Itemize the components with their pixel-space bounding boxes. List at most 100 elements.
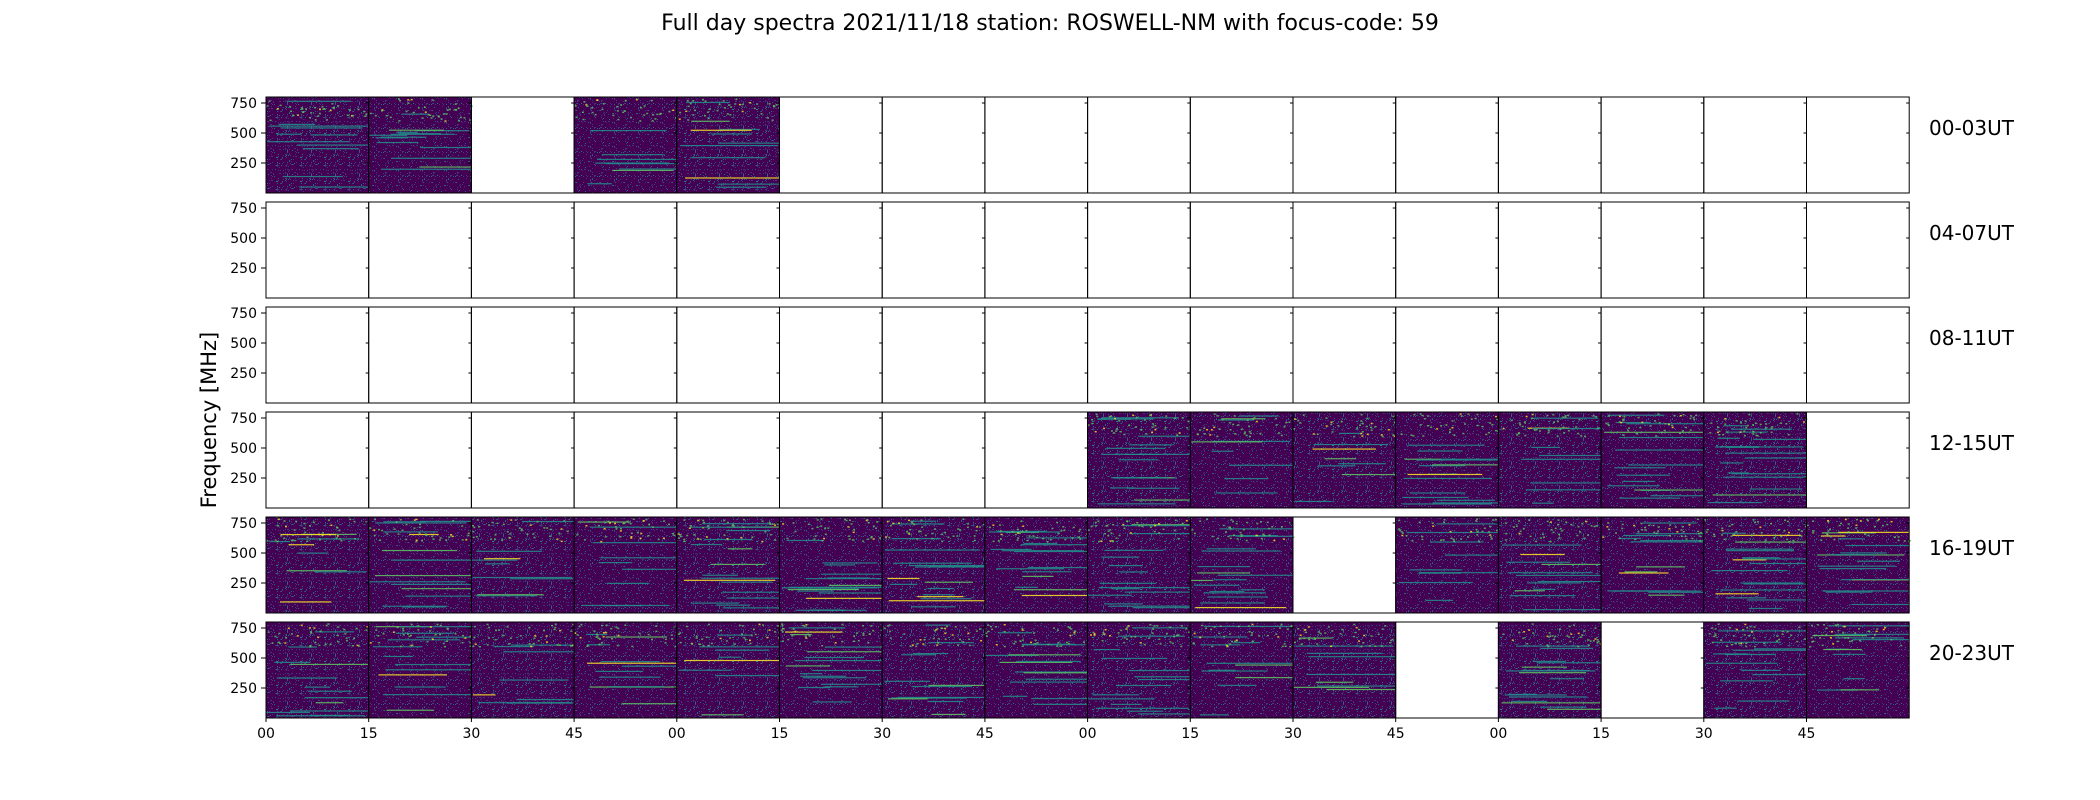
speckle bbox=[1370, 429, 1373, 431]
rfi-line bbox=[1111, 588, 1140, 590]
speckle bbox=[979, 628, 982, 630]
panel-20-23UT-15 bbox=[1806, 621, 1910, 719]
rfi-line bbox=[1238, 415, 1279, 417]
rfi-line bbox=[269, 540, 290, 543]
speckle bbox=[1752, 430, 1755, 433]
speckle bbox=[1193, 532, 1196, 535]
y-tick-label: 750 bbox=[230, 621, 257, 637]
speckle bbox=[738, 624, 741, 627]
speckle bbox=[486, 644, 489, 646]
speckle bbox=[300, 107, 303, 109]
speckle bbox=[1232, 534, 1235, 536]
speckle bbox=[1607, 528, 1610, 531]
speckle bbox=[346, 114, 349, 116]
rfi-line bbox=[1845, 544, 1910, 547]
speckle bbox=[1175, 634, 1178, 637]
rfi-line bbox=[1538, 454, 1602, 457]
speckle bbox=[1284, 645, 1287, 647]
speckle bbox=[528, 643, 531, 645]
speckle bbox=[285, 637, 288, 639]
rfi-line bbox=[1838, 531, 1910, 533]
speckle bbox=[420, 539, 423, 542]
rfi-line bbox=[794, 660, 883, 662]
rfi-line bbox=[603, 604, 642, 607]
speckle bbox=[335, 526, 338, 529]
rfi-line bbox=[267, 141, 349, 143]
speckle bbox=[692, 100, 695, 102]
speckle bbox=[866, 518, 869, 521]
speckle bbox=[1516, 434, 1519, 436]
speckle bbox=[506, 626, 509, 628]
rfi-line bbox=[598, 561, 633, 564]
speckle bbox=[1282, 538, 1285, 540]
speckle bbox=[1234, 640, 1237, 643]
speckle bbox=[1000, 533, 1003, 536]
speckle bbox=[1299, 422, 1302, 424]
speckle bbox=[598, 638, 601, 640]
speckle bbox=[1358, 640, 1361, 642]
rfi-line bbox=[893, 562, 973, 564]
speckle bbox=[987, 624, 990, 626]
speckle bbox=[472, 530, 475, 533]
speckle bbox=[975, 529, 978, 532]
speckle bbox=[958, 638, 961, 641]
speckle bbox=[935, 629, 938, 631]
speckle bbox=[1122, 523, 1125, 526]
speckle bbox=[1518, 532, 1521, 535]
speckle bbox=[608, 522, 611, 524]
speckle bbox=[410, 623, 413, 626]
panel-12-15UT-8 bbox=[1087, 411, 1192, 509]
speckle bbox=[1714, 634, 1717, 637]
speckle bbox=[1721, 529, 1724, 532]
speckle bbox=[1593, 525, 1596, 528]
speckle bbox=[1025, 529, 1028, 532]
speckle bbox=[402, 629, 405, 632]
speckle bbox=[1528, 629, 1531, 631]
speckle bbox=[442, 113, 445, 115]
speckle bbox=[1557, 519, 1560, 521]
speckle bbox=[529, 524, 532, 526]
speckle bbox=[918, 530, 921, 532]
speckle bbox=[1327, 626, 1330, 628]
rfi-line bbox=[701, 714, 744, 716]
rfi-line bbox=[1819, 568, 1887, 570]
speckle bbox=[337, 626, 340, 628]
speckle bbox=[1711, 641, 1714, 644]
panel-frame bbox=[1087, 96, 1191, 194]
speckle bbox=[1644, 526, 1647, 529]
speckle bbox=[651, 120, 654, 122]
speckle bbox=[476, 519, 479, 521]
y-tick-label: 750 bbox=[230, 306, 257, 322]
spectrogram-fill bbox=[1190, 622, 1293, 718]
speckle bbox=[1483, 527, 1486, 530]
rfi-line bbox=[1514, 590, 1545, 592]
rfi-line bbox=[1313, 443, 1389, 446]
speckle bbox=[1699, 540, 1702, 542]
speckle bbox=[429, 630, 432, 632]
rfi-line bbox=[787, 588, 859, 591]
rfi-line bbox=[1087, 698, 1155, 700]
speckle bbox=[1781, 633, 1784, 635]
speckle bbox=[698, 643, 701, 646]
speckle bbox=[1475, 528, 1478, 531]
rfi-line bbox=[1648, 591, 1704, 593]
speckle bbox=[415, 518, 418, 521]
rfi-line bbox=[812, 701, 852, 703]
speckle bbox=[1177, 634, 1180, 636]
rfi-line bbox=[800, 675, 847, 677]
rfi-line bbox=[1418, 465, 1466, 467]
rfi-line bbox=[686, 101, 730, 104]
rfi-line bbox=[510, 644, 575, 646]
speckle bbox=[821, 645, 824, 647]
speckle bbox=[1125, 628, 1128, 630]
speckle bbox=[365, 113, 368, 115]
panel-16-19UT-2 bbox=[470, 516, 576, 614]
speckle bbox=[697, 538, 700, 540]
panel-12-15UT-7 bbox=[984, 411, 1089, 509]
rfi-line bbox=[988, 531, 1060, 533]
rfi-line bbox=[1101, 417, 1179, 419]
speckle bbox=[670, 634, 673, 636]
rfi-line bbox=[391, 559, 472, 561]
speckle bbox=[781, 630, 784, 633]
x-tick-label: 15 bbox=[1181, 726, 1199, 742]
